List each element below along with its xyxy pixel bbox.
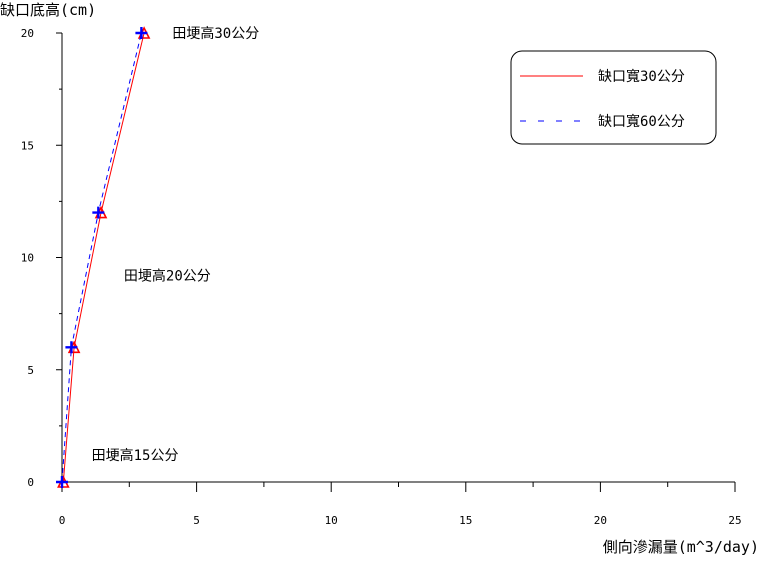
legend-box [510,50,717,145]
series-1-line [62,32,145,483]
y-tick-label: 15 [21,139,34,152]
annotation-1: 田埂高30公分 [172,25,259,42]
x-tick-label: 25 [728,514,741,527]
legend-label-2: 缺口寬60公分 [598,113,685,130]
y-tick-label: 5 [27,364,34,377]
y-tick-label: 10 [21,252,34,265]
x-axis-title: 側向滲漏量(m^3/day) [603,538,759,556]
x-tick-label: 20 [594,514,607,527]
series-layer [56,26,151,488]
series-2-point [65,341,78,354]
ticks: 0 5 10 15 20 0 5 10 15 20 25 [21,27,742,527]
y-tick-label: 20 [21,27,34,40]
series-2-line [61,32,142,483]
x-tick-label: 10 [325,514,338,527]
series-1 [57,26,151,488]
series-2 [56,27,148,488]
series-2-point [135,27,148,39]
y-tick-label: 0 [27,476,34,489]
annotation-3: 田埂高15公分 [92,447,179,464]
annotation-2: 田埂高20公分 [124,267,211,284]
legend-label-1: 缺口寬30公分 [598,68,685,85]
x-tick-label: 15 [459,514,472,527]
series-2-point [92,206,105,219]
x-tick-label: 5 [193,514,200,527]
x-tick-label: 0 [59,514,66,527]
y-axis-title: 缺口底高(cm) [0,1,96,19]
series-2-point [56,476,68,488]
